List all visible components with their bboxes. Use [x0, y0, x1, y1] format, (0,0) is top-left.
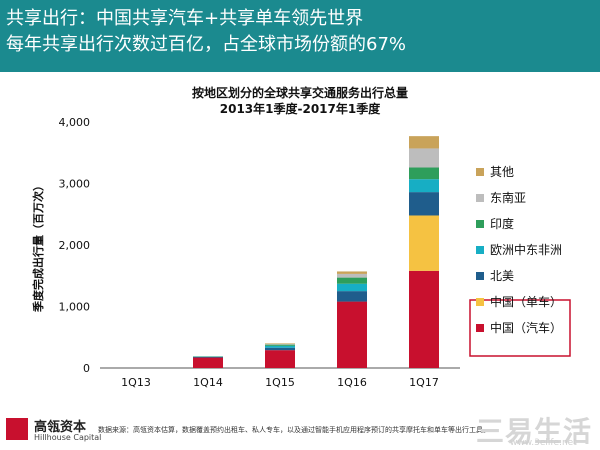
x-axis-ticks: 1Q13 1Q14 1Q15 1Q16 1Q17 — [121, 376, 439, 389]
legend-label: 印度 — [490, 216, 514, 231]
bar-segment — [337, 277, 367, 284]
bar-segment — [409, 148, 439, 168]
legend-highlight-box — [469, 299, 571, 357]
y-axis-ticks: 0 1,000 2,000 3,000 4,000 — [59, 116, 91, 375]
bar-segment — [337, 283, 367, 292]
bar-segment — [409, 167, 439, 180]
headline-line-1: 共享出行：中国共享汽车+共享单车领先世界 — [6, 8, 364, 29]
bar-segment — [409, 270, 439, 368]
legend-label: 北美 — [490, 269, 514, 283]
watermark-url: www.3elife.net — [510, 438, 577, 448]
stacked-bar-chart: 按地区划分的全球共享交通服务出行总量 2013年1季度-2017年1季度 季度完… — [31, 85, 571, 389]
y-tick-label: 4,000 — [59, 116, 91, 129]
bar-segment — [193, 357, 223, 368]
chart-subtitle: 2013年1季度-2017年1季度 — [220, 101, 381, 116]
y-tick-label: 0 — [83, 362, 90, 375]
watermark: 三易生活 — [476, 415, 593, 448]
x-tick-label: 1Q16 — [337, 376, 367, 389]
company-name-cn: 高瓴资本 — [34, 420, 87, 435]
legend-label: 中国（汽车） — [490, 320, 562, 335]
bar-segment — [193, 356, 223, 358]
bar-segment — [265, 344, 295, 346]
bar-segment — [265, 344, 295, 345]
bar-segment — [409, 215, 439, 271]
bar-segment — [265, 350, 295, 368]
legend-swatch — [476, 298, 484, 306]
x-tick-label: 1Q13 — [121, 376, 151, 389]
x-tick-label: 1Q15 — [265, 376, 295, 389]
source-note: 数据来源：高瓴资本估算，数据覆盖预约出租车、私人专车，以及通过智能手机应用程序预… — [98, 426, 490, 434]
header-banner: 共享出行：中国共享汽车+共享单车领先世界 每年共享出行次数过百亿，占全球市场份额… — [0, 0, 600, 72]
hillhouse-logo-icon — [6, 418, 28, 440]
bar-segment — [409, 179, 439, 193]
bar-segment — [337, 301, 367, 368]
legend-swatch — [476, 246, 484, 254]
y-tick-label: 2,000 — [59, 239, 91, 252]
bar-segment — [337, 271, 367, 274]
bar-segment — [265, 347, 295, 351]
legend-label: 欧洲中东非洲 — [490, 242, 562, 257]
legend-swatch — [476, 220, 484, 228]
bar-segment — [409, 192, 439, 216]
legend-swatch — [476, 168, 484, 176]
legend-swatch — [476, 324, 484, 332]
legend-label: 东南亚 — [490, 190, 526, 205]
x-tick-label: 1Q17 — [409, 376, 439, 389]
chart-title: 按地区划分的全球共享交通服务出行总量 — [192, 85, 408, 100]
bar-segment — [337, 291, 367, 302]
bar-segment — [265, 345, 295, 348]
y-tick-label: 3,000 — [59, 178, 91, 191]
bar-segment — [265, 343, 295, 345]
x-tick-label: 1Q14 — [193, 376, 223, 389]
bar-stacks — [193, 136, 439, 368]
legend-label: 中国（单车） — [490, 294, 562, 309]
bar-segment — [337, 273, 367, 278]
bar-segment — [409, 136, 439, 149]
y-tick-label: 1,000 — [59, 301, 91, 314]
legend-label: 其他 — [490, 165, 514, 179]
y-axis-label: 季度完成出行量（百万次） — [31, 180, 45, 313]
legend-swatch — [476, 272, 484, 280]
company-name-en: Hillhouse Capital — [34, 433, 102, 442]
headline-line-2: 每年共享出行次数过百亿，占全球市场份额的67% — [6, 34, 407, 55]
legend-swatch — [476, 194, 484, 202]
